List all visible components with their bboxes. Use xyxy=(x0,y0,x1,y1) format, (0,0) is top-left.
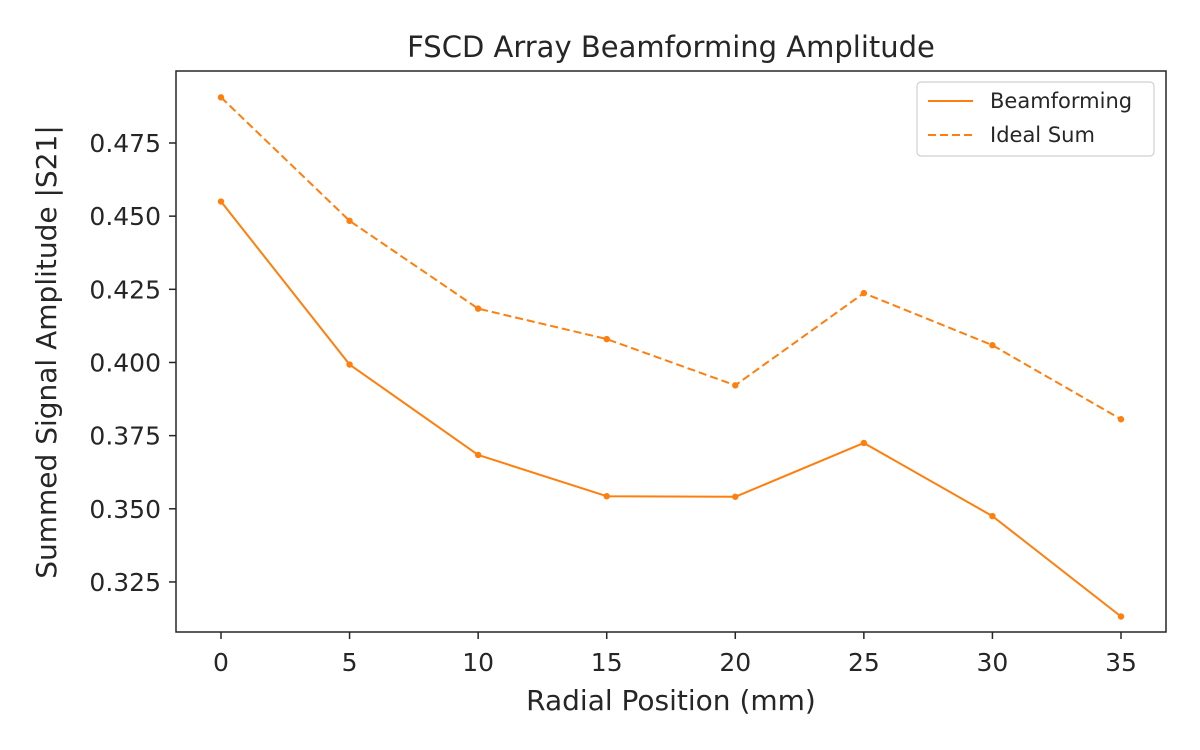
x-tick-label: 10 xyxy=(462,648,494,677)
data-point-beamforming xyxy=(346,361,353,368)
data-point-beamforming xyxy=(474,451,482,459)
x-tick-label: 20 xyxy=(719,648,751,677)
x-tick-label: 0 xyxy=(213,648,229,677)
x-axis-label: Radial Position (mm) xyxy=(526,684,816,717)
legend-box xyxy=(916,81,1155,157)
data-point-ideal-sum xyxy=(603,335,610,343)
y-tick-label: 0.450 xyxy=(89,202,161,231)
x-tick-label: 35 xyxy=(1105,648,1137,677)
legend-label-beamforming: Beamforming xyxy=(990,89,1132,113)
y-axis-label: Summed Signal Amplitude |S21| xyxy=(30,125,63,579)
series-line-beamforming xyxy=(220,200,1122,618)
data-point-beamforming xyxy=(1117,613,1125,620)
x-axis: 0 5 10 15 20 25 30 35 xyxy=(213,632,1137,677)
y-tick-label: 0.475 xyxy=(89,129,161,158)
data-point-beamforming xyxy=(217,198,225,205)
data-point-ideal-sum xyxy=(989,342,996,349)
plot-area xyxy=(175,70,1167,633)
y-tick-label: 0.350 xyxy=(89,495,161,524)
series-layer xyxy=(217,94,1125,620)
data-point-ideal-sum xyxy=(346,217,353,225)
y-tick-label: 0.400 xyxy=(89,348,161,377)
y-tick-label: 0.375 xyxy=(89,422,161,451)
chart-title: FSCD Array Beamforming Amplitude xyxy=(407,30,935,64)
data-point-beamforming xyxy=(989,512,996,520)
y-axis: 0.325 0.350 0.375 0.400 0.425 0.450 0.475 xyxy=(89,129,176,597)
x-tick-label: 5 xyxy=(342,648,358,677)
data-point-ideal-sum xyxy=(860,289,868,297)
legend-label-ideal-sum: Ideal Sum xyxy=(990,123,1095,147)
data-point-ideal-sum xyxy=(1117,416,1125,423)
data-point-beamforming xyxy=(732,493,739,500)
data-point-beamforming xyxy=(603,493,610,500)
x-tick-label: 30 xyxy=(977,648,1009,677)
x-tick-label: 15 xyxy=(591,648,623,677)
data-point-ideal-sum xyxy=(474,305,482,312)
y-tick-label: 0.425 xyxy=(89,275,161,304)
y-tick-label: 0.325 xyxy=(89,568,161,597)
data-point-ideal-sum xyxy=(217,94,225,101)
legend: Beamforming Ideal Sum xyxy=(916,81,1155,157)
series-line-ideal-sum xyxy=(220,96,1122,421)
x-tick-label: 25 xyxy=(848,648,880,677)
data-point-ideal-sum xyxy=(732,382,739,389)
data-point-beamforming xyxy=(860,439,868,447)
